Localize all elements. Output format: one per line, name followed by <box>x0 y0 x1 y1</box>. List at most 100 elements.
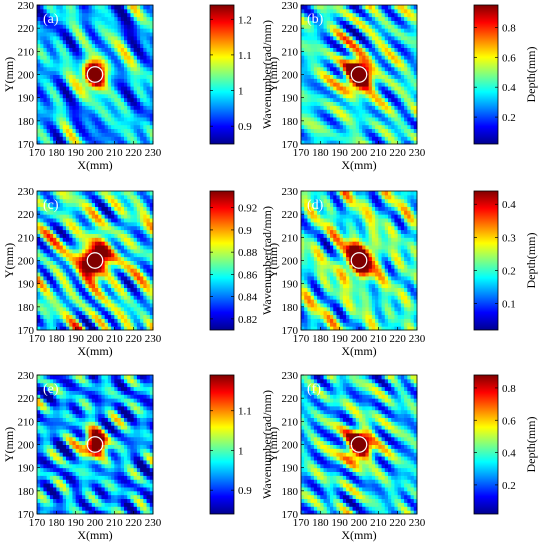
heatmap-cell <box>47 249 51 253</box>
heatmap-cell <box>118 67 122 71</box>
heatmap-cell <box>89 226 93 230</box>
heatmap-cell <box>324 121 328 125</box>
heatmap-cell <box>340 24 344 28</box>
heatmap-cell <box>114 299 118 303</box>
heatmap-cell <box>143 71 147 75</box>
heatmap-cell <box>60 47 64 51</box>
heatmap-cell <box>47 117 51 121</box>
heatmap-cell <box>121 113 125 117</box>
heatmap-cell <box>301 214 305 218</box>
heatmap-cell <box>359 109 363 113</box>
heatmap-cell <box>114 75 118 79</box>
heatmap-cell <box>369 199 373 203</box>
heatmap-cell <box>356 191 360 195</box>
heatmap-cell <box>311 36 315 40</box>
heatmap-cell <box>37 203 41 207</box>
heatmap-cell <box>79 113 83 117</box>
heatmap-cell <box>375 191 379 195</box>
heatmap-cell <box>134 241 138 245</box>
heatmap-cell <box>346 59 350 63</box>
heatmap-cell <box>50 86 54 90</box>
heatmap-cell <box>69 241 73 245</box>
heatmap-cell <box>301 44 305 48</box>
heatmap-cell <box>69 24 73 28</box>
heatmap-cell <box>330 121 334 125</box>
heatmap-cell <box>388 40 392 44</box>
heatmap-cell <box>69 32 73 36</box>
heatmap-cell <box>89 203 93 207</box>
heatmap-cell <box>53 276 57 280</box>
heatmap-cell <box>56 44 60 48</box>
heatmap-cell <box>69 13 73 17</box>
heatmap-cell <box>76 315 80 319</box>
heatmap-cell <box>304 284 308 288</box>
heatmap-cell <box>372 307 376 311</box>
heatmap-cell <box>340 51 344 55</box>
heatmap-cell <box>147 20 151 24</box>
heatmap-cell <box>382 203 386 207</box>
heatmap-cell <box>60 113 64 117</box>
heatmap-cell <box>105 121 109 125</box>
heatmap-cell <box>43 288 47 292</box>
heatmap-cell <box>127 253 131 257</box>
heatmap-cell <box>365 90 369 94</box>
heatmap-cell <box>114 113 118 117</box>
heatmap-cell <box>140 237 144 241</box>
heatmap-cell <box>382 24 386 28</box>
heatmap-cell <box>388 129 392 133</box>
heatmap-cell <box>336 82 340 86</box>
heatmap-cell <box>111 82 115 86</box>
heatmap-cell <box>359 206 363 210</box>
heatmap-cell <box>43 28 47 32</box>
heatmap-cell <box>98 222 102 226</box>
heatmap-cell <box>333 195 337 199</box>
heatmap-cell <box>314 218 318 222</box>
heatmap-cell <box>388 63 392 67</box>
heatmap-cell <box>375 5 379 9</box>
heatmap-cell <box>66 125 70 129</box>
heatmap-cell <box>63 82 67 86</box>
heatmap-cell <box>365 284 369 288</box>
heatmap-cell <box>407 113 411 117</box>
heatmap-cell <box>79 109 83 113</box>
heatmap-cell <box>356 9 360 13</box>
heatmap-cell <box>85 20 89 24</box>
heatmap-cell <box>127 195 131 199</box>
heatmap-cell <box>111 9 115 13</box>
heatmap-cell <box>401 47 405 51</box>
heatmap-cell <box>124 9 128 13</box>
heatmap-cell <box>72 311 76 315</box>
heatmap-cell <box>66 226 70 230</box>
heatmap-cell <box>95 9 99 13</box>
heatmap-cell <box>333 322 337 326</box>
heatmap-cell <box>398 32 402 36</box>
heatmap-cell <box>336 125 340 129</box>
heatmap-cell <box>407 9 411 13</box>
heatmap-cell <box>50 311 54 315</box>
heatmap-cell <box>134 47 138 51</box>
heatmap-cell <box>85 210 89 214</box>
heatmap-cell <box>53 67 57 71</box>
heatmap-cell <box>398 98 402 102</box>
heatmap-cell <box>134 51 138 55</box>
heatmap-cell <box>72 249 76 253</box>
heatmap-cell <box>362 241 366 245</box>
heatmap-cell <box>346 75 350 79</box>
heatmap-cell <box>311 44 315 48</box>
heatmap-cell <box>124 284 128 288</box>
heatmap-cell <box>137 28 141 32</box>
heatmap-cell <box>82 318 86 322</box>
heatmap-cell <box>317 230 321 234</box>
heatmap-cell <box>76 249 80 253</box>
heatmap-cell <box>346 303 350 307</box>
heatmap-cell <box>98 47 102 51</box>
heatmap-cell <box>63 117 67 121</box>
heatmap-cell <box>401 24 405 28</box>
heatmap-cell <box>324 44 328 48</box>
heatmap-cell <box>404 36 408 40</box>
heatmap-cell <box>307 90 311 94</box>
heatmap-cell <box>330 233 334 237</box>
heatmap-cell <box>385 59 389 63</box>
heatmap-cell <box>324 105 328 109</box>
heatmap-cell <box>307 59 311 63</box>
